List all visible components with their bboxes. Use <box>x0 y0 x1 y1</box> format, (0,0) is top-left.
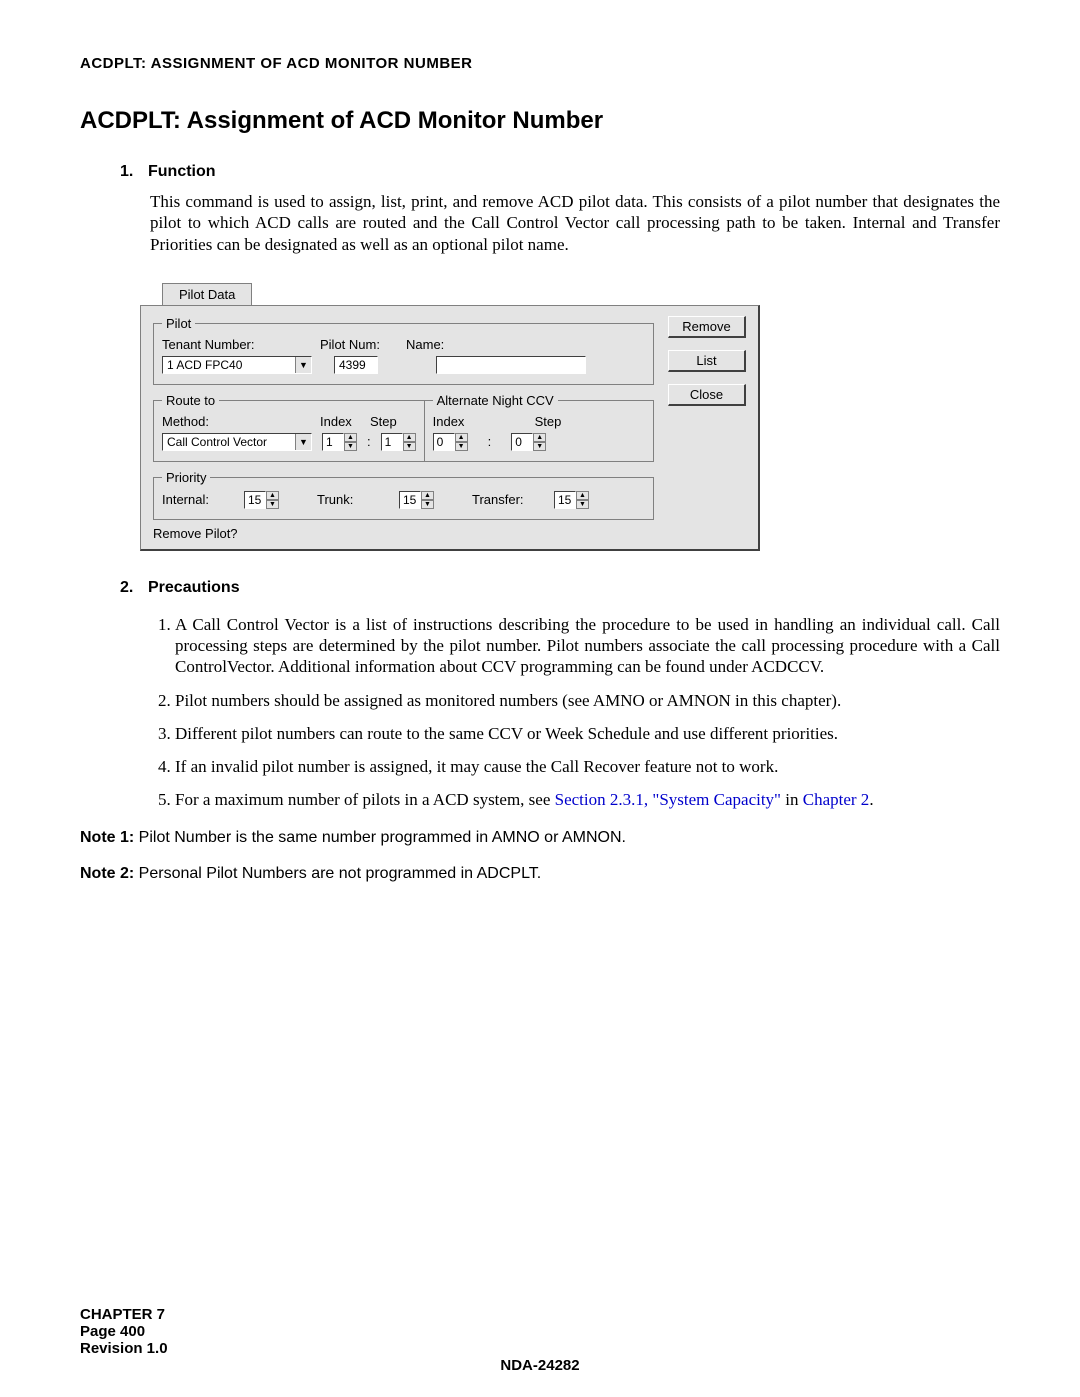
method-label: Method: <box>162 414 314 429</box>
page-footer: CHAPTER 7 Page 400 Revision 1.0 NDA-2428… <box>80 1306 1000 1357</box>
running-header: ACDPLT: ASSIGNMENT OF ACD MONITOR NUMBER <box>80 55 1000 72</box>
precautions-list: A Call Control Vector is a list of instr… <box>150 614 1000 811</box>
precaution-item: For a maximum number of pilots in a ACD … <box>175 789 1000 810</box>
precaution-item: Different pilot numbers can route to the… <box>175 723 1000 744</box>
system-capacity-link[interactable]: Section 2.3.1, "System Capacity" <box>555 790 781 809</box>
pilot-num-label: Pilot Num: <box>320 337 400 352</box>
footer-chapter: CHAPTER 7 <box>80 1306 168 1323</box>
pilot-name-input[interactable] <box>436 356 586 374</box>
precaution-item: If an invalid pilot number is assigned, … <box>175 756 1000 777</box>
alt-step-spinner[interactable]: 0 ▲▼ <box>511 433 546 451</box>
footer-page: Page 400 <box>80 1323 168 1340</box>
trunk-spinner[interactable]: 15 ▲▼ <box>399 491 434 509</box>
chevron-down-icon: ▼ <box>295 434 311 450</box>
route-index-label: Index <box>320 414 364 429</box>
priority-legend: Priority <box>162 470 210 485</box>
tab-pilot-data[interactable]: Pilot Data <box>162 283 252 305</box>
footer-docnum: NDA-24282 <box>500 1357 579 1374</box>
alt-step-label: Step <box>535 414 562 429</box>
section-1-paragraph: This command is used to assign, list, pr… <box>150 191 1000 255</box>
chevron-down-icon: ▼ <box>295 357 311 373</box>
route-to-fieldset: Route to Method: Index Step Call Control… <box>153 393 425 462</box>
note-1: Note 1: Pilot Number is the same number … <box>80 829 1000 847</box>
alt-index-label: Index <box>433 414 489 429</box>
transfer-spinner[interactable]: 15 ▲▼ <box>554 491 589 509</box>
method-dropdown[interactable]: Call Control Vector▼ <box>162 433 312 451</box>
note-2: Note 2: Personal Pilot Numbers are not p… <box>80 865 1000 883</box>
section-1-heading: 1.Function <box>120 163 1000 181</box>
transfer-label: Transfer: <box>472 492 540 507</box>
route-to-legend: Route to <box>162 393 219 408</box>
pilot-num-input[interactable] <box>334 356 378 374</box>
route-index-spinner[interactable]: 1 ▲▼ <box>322 433 357 451</box>
page-title: ACDPLT: Assignment of ACD Monitor Number <box>80 107 1000 135</box>
precaution-item: Pilot numbers should be assigned as moni… <box>175 690 1000 711</box>
tenant-number-dropdown[interactable]: 1 ACD FPC40▼ <box>162 356 312 374</box>
status-text: Remove Pilot? <box>153 526 746 541</box>
name-label: Name: <box>406 337 444 352</box>
footer-revision: Revision 1.0 <box>80 1340 168 1357</box>
pilot-legend: Pilot <box>162 316 195 331</box>
route-step-spinner[interactable]: 1 ▲▼ <box>381 433 416 451</box>
remove-button[interactable]: Remove <box>668 316 746 338</box>
internal-label: Internal: <box>162 492 230 507</box>
alt-night-legend: Alternate Night CCV <box>433 393 558 408</box>
tenant-number-label: Tenant Number: <box>162 337 314 352</box>
pilot-fieldset: Pilot Tenant Number: Pilot Num: Name: 1 … <box>153 316 654 385</box>
chapter-2-link[interactable]: Chapter 2 <box>803 790 870 809</box>
precaution-item: A Call Control Vector is a list of instr… <box>175 614 1000 678</box>
route-step-label: Step <box>370 414 397 429</box>
section-2-heading: 2.Precautions <box>120 579 1000 597</box>
internal-spinner[interactable]: 15 ▲▼ <box>244 491 279 509</box>
close-button[interactable]: Close <box>668 384 746 406</box>
alt-night-ccv-fieldset: Alternate Night CCV Index Step 0 ▲▼ : <box>424 393 654 462</box>
alt-index-spinner[interactable]: 0 ▲▼ <box>433 433 468 451</box>
priority-fieldset: Priority Internal: 15 ▲▼ Trunk: 15 ▲▼ <box>153 470 654 520</box>
list-button[interactable]: List <box>668 350 746 372</box>
trunk-label: Trunk: <box>317 492 385 507</box>
pilot-data-dialog: Pilot Data Pilot Tenant Number: Pilot Nu… <box>140 283 760 551</box>
